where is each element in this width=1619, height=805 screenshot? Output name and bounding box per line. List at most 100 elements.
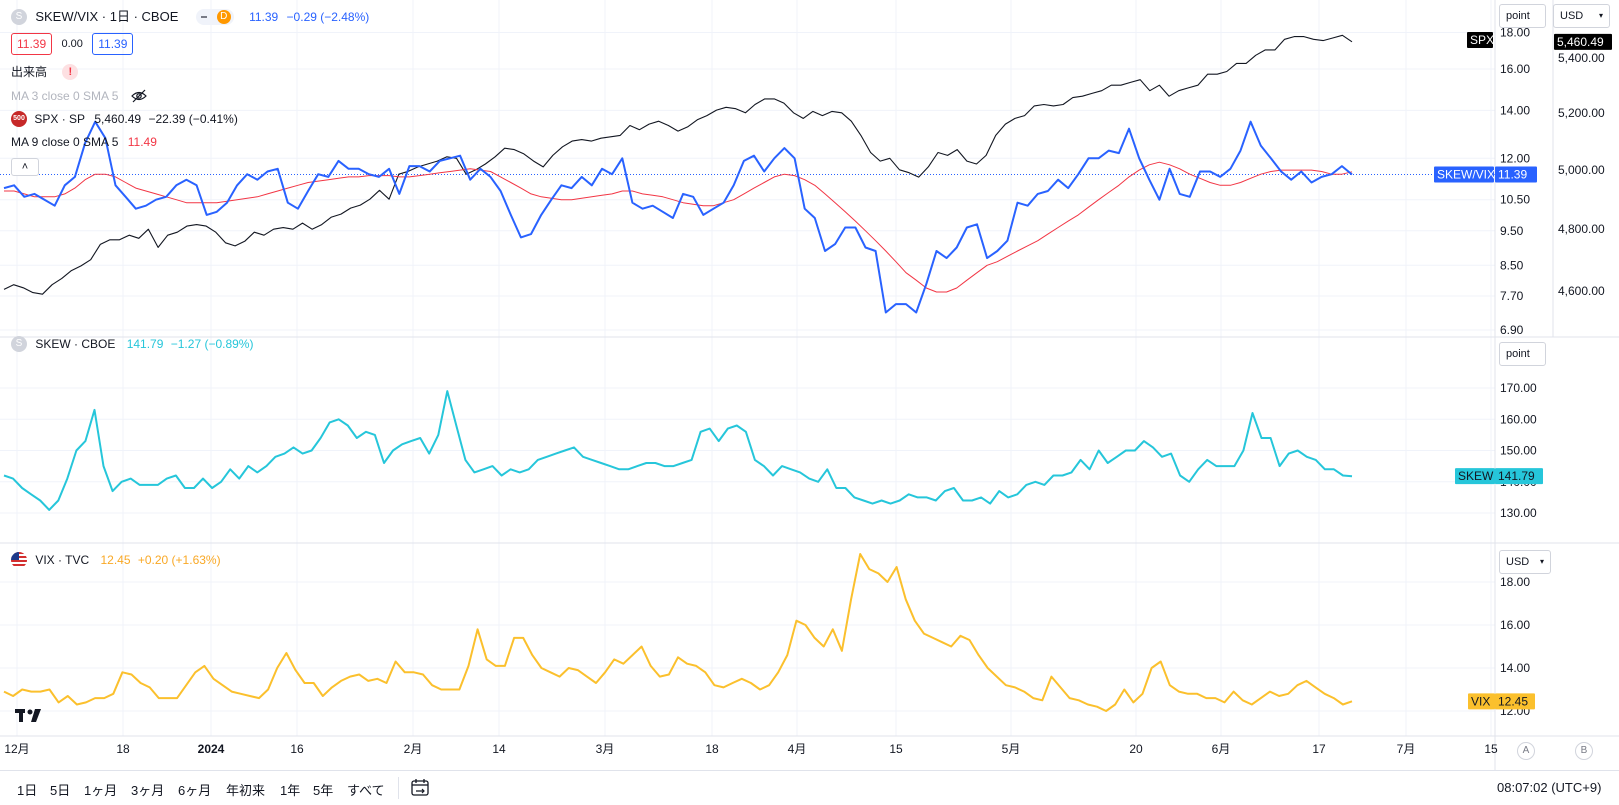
ma3-legend[interactable]: MA 3 close 0 SMA 5 xyxy=(11,87,148,104)
skew-price: 141.79 xyxy=(126,336,164,351)
price-tick-label: 7.70 xyxy=(1500,289,1524,303)
skew-name-tag: SKEW xyxy=(1455,468,1495,485)
vix-value-tag-text: 12.45 xyxy=(1498,694,1528,708)
pane1-currency-select[interactable]: USD ▾ xyxy=(1553,4,1610,28)
pane1-legend-main: S SKEW/VIX · 1日 · CBOE D 11.39 −0.29 (−2… xyxy=(11,8,369,25)
range-5y-button[interactable]: 5年 xyxy=(313,783,334,798)
range-1m-button[interactable]: 1ヶ月 xyxy=(84,783,118,798)
clock-time[interactable]: 08:07:02 (UTC+9) xyxy=(1497,780,1602,795)
range-all-button[interactable]: すべて xyxy=(347,783,385,798)
time-tick-label: 5月 xyxy=(1002,742,1021,756)
range-3m-button[interactable]: 3ヶ月 xyxy=(131,783,165,798)
skew-logo-icon: S xyxy=(11,335,27,352)
skewvix-name-tag-text: SKEW/VIX xyxy=(1437,167,1495,181)
skewvix-name-tag: SKEW/VIX xyxy=(1434,166,1495,183)
log-scale-button[interactable]: B xyxy=(1575,742,1593,760)
toolbar-divider xyxy=(398,777,399,799)
symbol-title[interactable]: SKEW/VIX · 1日 · CBOE xyxy=(35,8,179,24)
time-tick-label: 20 xyxy=(1129,742,1143,756)
ma9-label: MA 9 close 0 SMA 5 xyxy=(11,134,119,149)
spx-value-tag-text: 5,460.49 xyxy=(1557,35,1604,49)
auto-scale-button[interactable]: A xyxy=(1517,742,1535,760)
time-tick-label: 18 xyxy=(116,742,130,756)
price-tick-label: 5,000.00 xyxy=(1558,163,1605,177)
skew-name-tag-bg xyxy=(1455,468,1495,485)
ma3-label: MA 3 close 0 SMA 5 xyxy=(11,88,119,103)
buy-button[interactable]: 11.39 xyxy=(92,33,134,55)
calendar-range-icon[interactable] xyxy=(410,777,432,799)
time-tick-label: 15 xyxy=(889,742,903,756)
vix-value-tag-bg xyxy=(1495,693,1535,710)
pane-separators xyxy=(0,0,1619,770)
pane2-scale-mode-button[interactable]: point xyxy=(1499,342,1546,366)
time-tick-label: 16 xyxy=(290,742,304,756)
chevron-up-icon: ˄ xyxy=(21,161,29,173)
spx-label: SPX · SP xyxy=(34,111,86,126)
pane1-scale-mode-button[interactable]: point xyxy=(1499,4,1546,28)
vix-name-tag-text: VIX xyxy=(1471,694,1490,708)
price-tick-label: 8.50 xyxy=(1500,258,1524,272)
chevron-down-icon: ▾ xyxy=(1598,11,1603,20)
spx-name-tag-bg xyxy=(1467,32,1493,48)
pane2-legend[interactable]: S SKEW · CBOE 141.79 −1.27 (−0.89%) xyxy=(11,335,253,352)
time-tick-label: 17 xyxy=(1312,742,1326,756)
series-layer xyxy=(3,34,1353,712)
vix-price: 12.45 xyxy=(100,552,131,567)
ma9-legend[interactable]: MA 9 close 0 SMA 5 11.49 xyxy=(11,133,157,150)
interval-badge: D xyxy=(216,9,231,24)
time-tick-label: 18 xyxy=(705,742,719,756)
spx-value-tag: 5,460.49 xyxy=(1554,33,1612,50)
status-dash-icon xyxy=(200,15,207,18)
tradingview-logo-icon[interactable] xyxy=(15,707,45,728)
sell-button[interactable]: 11.39 xyxy=(11,33,53,55)
volume-legend[interactable]: 出来高 ! xyxy=(11,63,79,80)
vix-label: VIX · TVC xyxy=(35,552,90,567)
price-tick-label: 18.00 xyxy=(1500,575,1530,589)
pane3-legend[interactable]: VIX · TVC 12.45 +0.20 (+1.63%) xyxy=(11,551,221,568)
chart-canvas[interactable]: 6.90 7.70 8.50 9.50 10.50 12.00 14.00 16.00 18.0… xyxy=(0,0,1619,770)
range-1d-button[interactable]: 1日 xyxy=(17,783,38,798)
pane3-currency-select[interactable]: USD ▾ xyxy=(1499,550,1551,574)
price-tick-label: 16.00 xyxy=(1500,62,1530,76)
spx-change: −22.39 (−0.41%) xyxy=(148,111,238,126)
price-axes: 6.90 7.70 8.50 9.50 10.50 12.00 14.00 16.00 18.0… xyxy=(1500,25,1605,718)
market-status[interactable]: D xyxy=(195,8,234,25)
collapse-legend-button[interactable]: ˄ xyxy=(11,158,39,176)
spread-value: 0.00 xyxy=(61,38,83,50)
range-1y-button[interactable]: 1年 xyxy=(280,783,301,798)
time-tick-label: 3月 xyxy=(596,742,615,756)
symbol-logo-icon: S xyxy=(11,8,27,25)
price-tags: SPX 5,460.49 SKEW/VIX 11.39 SKEW 141.79 VIX 12.… xyxy=(1434,32,1612,710)
spx-legend[interactable]: 500 SPX · SP 5,460.49 −22.39 (−0.41%) xyxy=(11,110,238,127)
range-5d-button[interactable]: 5日 xyxy=(50,783,71,798)
time-axis: 12月 18 2024 16 2月 14 3月 18 4月 15 5月 20 6月 17 7月 15 xyxy=(4,742,1498,756)
price-tick-label: 130.00 xyxy=(1500,506,1537,520)
skewvix-name-tag-bg xyxy=(1434,166,1494,183)
ma9-value: 11.49 xyxy=(127,134,157,149)
spx-value-tag-bg xyxy=(1554,33,1612,50)
currency-label: USD xyxy=(1506,556,1530,568)
price-tick-label: 14.00 xyxy=(1500,103,1530,117)
range-6m-button[interactable]: 6ヶ月 xyxy=(178,783,212,798)
eye-hidden-icon[interactable] xyxy=(130,89,148,103)
price-tick-label: 4,800.00 xyxy=(1558,222,1605,236)
spx-name-tag: SPX xyxy=(1467,32,1494,48)
header-price: 11.39 xyxy=(249,9,279,24)
price-tick-label: 14.00 xyxy=(1500,661,1530,675)
vix-change: +0.20 (+1.63%) xyxy=(137,552,221,567)
price-tick-label: 4,600.00 xyxy=(1558,284,1605,298)
time-tick-label: 4月 xyxy=(788,742,807,756)
warning-icon[interactable]: ! xyxy=(62,63,79,80)
spx-name-tag-text: SPX xyxy=(1470,33,1494,47)
spx-line xyxy=(3,34,1353,295)
skewvix-value-tag: 11.39 xyxy=(1495,166,1537,183)
time-tick-label: 12月 xyxy=(4,742,29,756)
vix-name-tag-bg xyxy=(1468,693,1495,710)
skewvix-line xyxy=(3,120,1353,314)
time-tick-label: 14 xyxy=(492,742,506,756)
vix-name-tag: VIX xyxy=(1468,693,1495,710)
spx-logo-icon: 500 xyxy=(11,110,27,127)
range-ytd-button[interactable]: 年初来 xyxy=(226,783,266,798)
price-tick-label: 10.50 xyxy=(1500,193,1530,207)
skew-value-tag-text: 141.79 xyxy=(1498,469,1535,483)
